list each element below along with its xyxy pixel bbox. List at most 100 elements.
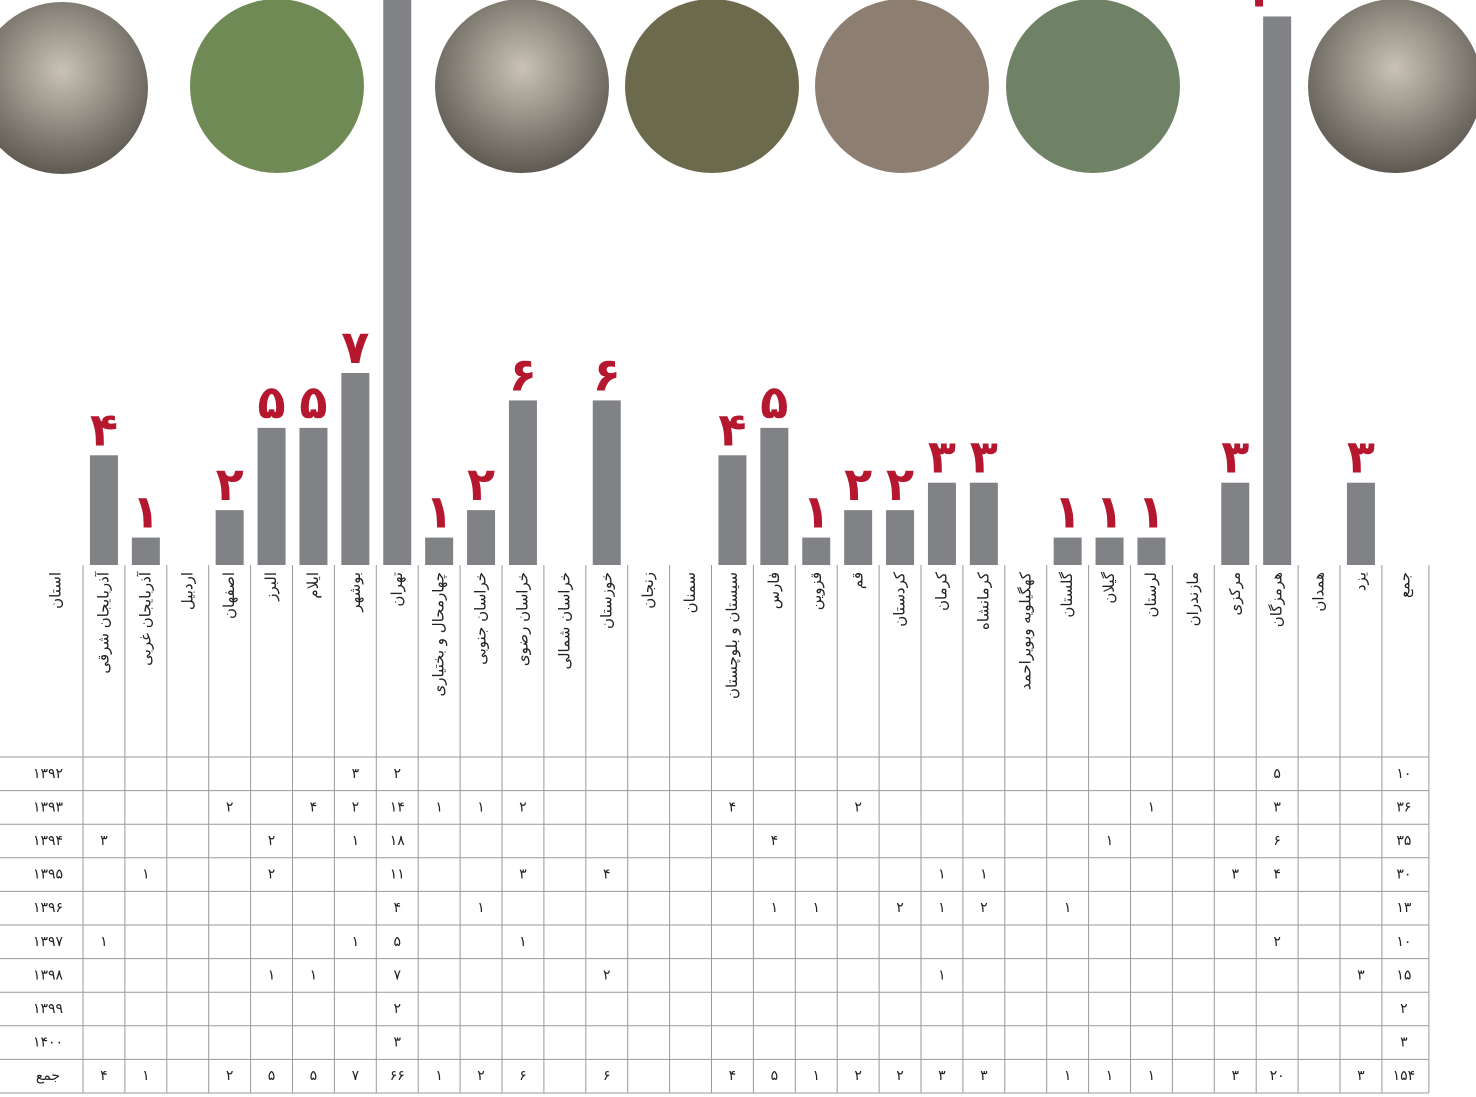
category-label: گلستان: [1058, 571, 1076, 617]
table-cell: ۱: [435, 1068, 443, 1084]
table-cell: ۲: [226, 799, 234, 815]
table-cell: ۲: [854, 799, 862, 815]
value-label: ۷: [341, 320, 369, 374]
bar: [89, 455, 118, 565]
table-cell: ۱: [310, 967, 318, 983]
table-cell: ۲: [352, 799, 360, 815]
bar: [760, 427, 789, 565]
category-label: کهگیلویه وبویراحمد: [1016, 571, 1034, 690]
table-cell: ۵: [771, 1068, 779, 1084]
value-label: ۱: [132, 485, 160, 539]
category-label: آذربایجان شرقی: [94, 571, 112, 673]
value-label: ۱: [1096, 485, 1124, 539]
value-label: ۲: [886, 457, 914, 511]
table-cell: ۱: [435, 799, 443, 815]
photo: [190, 0, 364, 173]
table-cell: ۲: [603, 967, 611, 983]
photos: [0, 0, 1476, 174]
category-label: تهران: [388, 572, 406, 607]
category-label: قم: [849, 572, 867, 589]
bar: [341, 373, 370, 565]
value-label: ۴: [90, 402, 118, 456]
row-label: ۱۳۹۳: [33, 799, 64, 815]
table-cell: ۳: [1273, 799, 1281, 815]
row-label: ۱۳۹۴: [33, 833, 63, 849]
table-cell: ۶: [603, 1068, 611, 1084]
table-cell: ۱: [1064, 900, 1072, 916]
table-cell: ۱: [142, 867, 150, 883]
category-label: مرکزی: [1226, 572, 1244, 615]
value-label: ۱: [1054, 485, 1082, 539]
value-label: ۵: [760, 375, 788, 429]
table-cell: ۴: [729, 1068, 737, 1084]
table-cell: ۲: [268, 867, 276, 883]
value-label: ۳: [1221, 430, 1249, 484]
table-cell: ۴: [729, 799, 737, 815]
row-label: ۱۳۹۷: [33, 934, 64, 950]
category-label: کرمان: [932, 571, 950, 611]
table-cell: ۳: [519, 867, 527, 883]
category-label: خراسان رضوی: [513, 572, 531, 666]
table-cell: ۶: [1273, 833, 1281, 849]
bar: [927, 482, 956, 565]
table-cell: ۴: [100, 1068, 108, 1084]
table-cell: ۲: [854, 1068, 862, 1084]
table-cell: ۱: [812, 1068, 820, 1084]
bar: [257, 427, 286, 565]
table-cell: ۷: [352, 1068, 360, 1084]
table-cell: ۱: [771, 900, 779, 916]
bar: [1263, 16, 1292, 566]
value-label: ۳: [928, 430, 956, 484]
category-label: کردستان: [891, 571, 909, 627]
bar: [299, 427, 328, 565]
table-cell: ۱: [1148, 799, 1156, 815]
row-label: جمع: [36, 1068, 60, 1084]
row-total: ۳۶: [1396, 799, 1411, 815]
category-label: آذربایجان غربی: [136, 571, 154, 666]
bar: [844, 510, 873, 565]
table-cell: ۳: [1357, 967, 1365, 983]
photo: [1006, 0, 1180, 173]
value-label: ۵: [299, 375, 327, 429]
table-cell: ۳: [352, 766, 360, 782]
category-label: بوشهر: [346, 572, 364, 613]
category-label: فارس: [765, 572, 783, 609]
bar: [969, 482, 998, 565]
category-label: هرمزگان: [1268, 572, 1286, 627]
bar: [383, 0, 412, 565]
column-header: استان: [47, 572, 65, 609]
category-label: سیستان و بلوچستان: [723, 572, 741, 699]
row-label: ۱۳۹۶: [33, 900, 63, 916]
table-cell: ۲۰: [1270, 1068, 1285, 1084]
table-cell: ۳: [938, 1068, 946, 1084]
bar: [886, 510, 915, 565]
category-label: همدان: [1310, 572, 1328, 612]
table-cell: ۴: [771, 833, 779, 849]
category-label: چهارمحال و بختیاری: [430, 572, 448, 696]
value-label: ۱: [802, 485, 830, 539]
table-cell: ۳: [100, 833, 108, 849]
table-cell: ۱۴: [390, 799, 405, 815]
value-label: ۲: [467, 457, 495, 511]
bar: [1346, 482, 1375, 565]
table-cell: ۱: [142, 1068, 150, 1084]
category-label: خراسان جنوبی: [472, 572, 490, 665]
category-label: اردبیل: [178, 572, 196, 610]
value-label: ۳: [1347, 430, 1375, 484]
table-cell: ۲: [226, 1068, 234, 1084]
row-total: ۲: [1400, 1001, 1408, 1017]
category-label: خوزستان: [597, 572, 615, 629]
table-cell: ۳: [1357, 1068, 1365, 1084]
row-total: ۱۵۴: [1393, 1068, 1416, 1084]
row-label: ۱۳۹۹: [33, 1001, 63, 1017]
table-cell: ۱: [1106, 1068, 1114, 1084]
table-cell: ۳: [393, 1035, 401, 1051]
table-cell: ۵: [1273, 766, 1281, 782]
bar: [508, 400, 537, 565]
bar: [1095, 537, 1124, 565]
value-label: ۱: [1137, 485, 1165, 539]
row-total: ۳۰: [1396, 867, 1411, 883]
photo: [815, 0, 989, 173]
photo: [435, 0, 609, 173]
value-label: ۶: [593, 347, 621, 401]
